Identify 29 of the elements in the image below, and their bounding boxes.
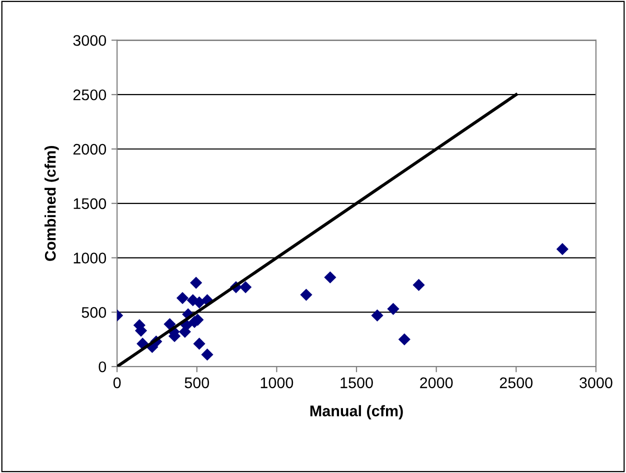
point xyxy=(387,302,400,315)
y-axis-title: Combined (cfm) xyxy=(44,146,59,261)
point xyxy=(412,278,425,292)
y-tick-label: 500 xyxy=(82,307,106,318)
point xyxy=(176,292,189,304)
y-tick-label: 2500 xyxy=(73,89,106,100)
y-tick-label: 2000 xyxy=(73,144,106,155)
x-tick-label: 2000 xyxy=(420,377,453,388)
point xyxy=(324,271,336,284)
x-tick-label: 0 xyxy=(113,377,121,388)
x-tick-label: 3000 xyxy=(580,377,612,388)
point xyxy=(164,318,176,330)
x-tick-label: 2500 xyxy=(500,377,533,388)
point xyxy=(398,333,410,346)
point xyxy=(556,243,568,256)
point xyxy=(201,348,214,361)
x-tick-label: 1000 xyxy=(260,377,294,388)
y-tick-label: 1000 xyxy=(74,252,106,264)
x-tick-label: 1500 xyxy=(340,377,373,388)
point xyxy=(371,309,384,322)
x-axis-title: Manual (cfm) xyxy=(310,405,403,420)
y-tick-label: 1500 xyxy=(74,198,106,210)
point xyxy=(240,281,252,294)
point xyxy=(300,288,312,301)
x-tick-label: 500 xyxy=(184,377,210,388)
point xyxy=(190,276,202,289)
point xyxy=(193,338,206,350)
y-tick-label: 3000 xyxy=(73,35,106,46)
y-tick-label: 0 xyxy=(98,361,106,372)
